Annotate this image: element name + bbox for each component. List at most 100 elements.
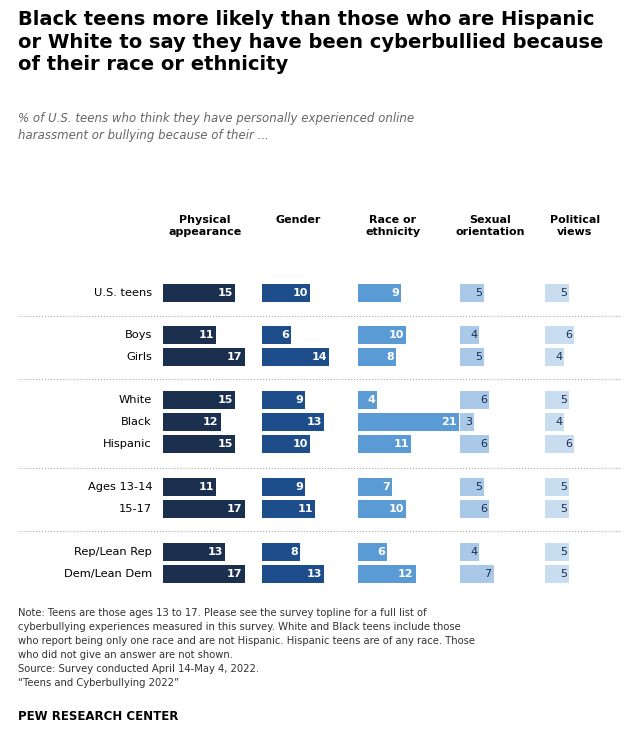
- Bar: [163, 348, 244, 366]
- Text: 6: 6: [480, 504, 487, 514]
- Text: 9: 9: [391, 288, 399, 298]
- Text: Gender: Gender: [275, 215, 321, 225]
- Text: Black teens more likely than those who are Hispanic
or White to say they have be: Black teens more likely than those who a…: [18, 10, 604, 75]
- Text: Note: Teens are those ages 13 to 17. Please see the survey topline for a full li: Note: Teens are those ages 13 to 17. Ple…: [18, 608, 475, 688]
- Text: 11: 11: [198, 482, 214, 492]
- Text: 12: 12: [203, 417, 219, 427]
- Text: 8: 8: [291, 547, 298, 557]
- Text: 13: 13: [208, 547, 223, 557]
- Text: 21: 21: [442, 417, 457, 427]
- Text: 9: 9: [295, 395, 303, 405]
- Bar: [545, 435, 574, 453]
- Text: 15-17: 15-17: [119, 504, 152, 514]
- Bar: [262, 284, 310, 302]
- Text: 6: 6: [564, 330, 572, 340]
- Bar: [163, 391, 235, 409]
- Bar: [358, 326, 406, 344]
- Text: Boys: Boys: [125, 330, 152, 340]
- Text: White: White: [119, 395, 152, 405]
- Text: 4: 4: [470, 330, 477, 340]
- Bar: [358, 348, 396, 366]
- Bar: [460, 435, 489, 453]
- Text: 17: 17: [227, 352, 243, 362]
- Text: 5: 5: [560, 288, 567, 298]
- Bar: [545, 413, 564, 431]
- Bar: [545, 543, 569, 561]
- Text: 10: 10: [292, 439, 308, 449]
- Bar: [262, 543, 300, 561]
- Text: 10: 10: [388, 330, 404, 340]
- Bar: [262, 478, 305, 496]
- Bar: [262, 565, 324, 583]
- Bar: [460, 284, 484, 302]
- Text: 5: 5: [560, 395, 567, 405]
- Text: 12: 12: [398, 569, 413, 579]
- Text: 15: 15: [218, 395, 233, 405]
- Bar: [545, 348, 564, 366]
- Bar: [163, 413, 221, 431]
- Text: 10: 10: [388, 504, 404, 514]
- Text: 11: 11: [198, 330, 214, 340]
- Text: 8: 8: [387, 352, 394, 362]
- Bar: [163, 500, 244, 518]
- Text: 15: 15: [218, 288, 233, 298]
- Bar: [163, 478, 216, 496]
- Text: U.S. teens: U.S. teens: [94, 288, 152, 298]
- Bar: [460, 500, 489, 518]
- Bar: [545, 478, 569, 496]
- Text: % of U.S. teens who think they have personally experienced online
harassment or : % of U.S. teens who think they have pers…: [18, 112, 414, 142]
- Text: Political
views: Political views: [550, 215, 600, 237]
- Text: 7: 7: [382, 482, 390, 492]
- Text: Dem/Lean Dem: Dem/Lean Dem: [64, 569, 152, 579]
- Bar: [358, 284, 401, 302]
- Text: 6: 6: [480, 439, 487, 449]
- Text: Race or
ethnicity: Race or ethnicity: [365, 215, 420, 237]
- Bar: [163, 435, 235, 453]
- Text: 5: 5: [475, 288, 482, 298]
- Text: 6: 6: [377, 547, 385, 557]
- Text: Rep/Lean Rep: Rep/Lean Rep: [74, 547, 152, 557]
- Text: Physical
appearance: Physical appearance: [168, 215, 242, 237]
- Text: 4: 4: [367, 395, 375, 405]
- Text: 15: 15: [218, 439, 233, 449]
- Bar: [358, 565, 415, 583]
- Bar: [460, 391, 489, 409]
- Text: 4: 4: [555, 417, 562, 427]
- Text: 11: 11: [298, 504, 313, 514]
- Bar: [262, 413, 324, 431]
- Text: 5: 5: [475, 482, 482, 492]
- Bar: [460, 543, 479, 561]
- Text: 17: 17: [227, 569, 243, 579]
- Bar: [262, 435, 310, 453]
- Bar: [163, 565, 244, 583]
- Text: 6: 6: [281, 330, 289, 340]
- Text: 5: 5: [560, 504, 567, 514]
- Text: 5: 5: [475, 352, 482, 362]
- Text: 13: 13: [307, 417, 323, 427]
- Text: Ages 13-14: Ages 13-14: [88, 482, 152, 492]
- Bar: [460, 478, 484, 496]
- Text: Black: Black: [121, 417, 152, 427]
- Bar: [163, 326, 216, 344]
- Text: 7: 7: [484, 569, 492, 579]
- Bar: [460, 326, 479, 344]
- Text: 9: 9: [295, 482, 303, 492]
- Bar: [163, 543, 225, 561]
- Text: 6: 6: [480, 395, 487, 405]
- Text: PEW RESEARCH CENTER: PEW RESEARCH CENTER: [18, 710, 179, 723]
- Bar: [460, 348, 484, 366]
- Text: Sexual
orientation: Sexual orientation: [455, 215, 525, 237]
- Bar: [358, 500, 406, 518]
- Bar: [358, 413, 459, 431]
- Bar: [545, 391, 569, 409]
- Bar: [262, 326, 291, 344]
- Text: 6: 6: [564, 439, 572, 449]
- Text: Girls: Girls: [126, 352, 152, 362]
- Text: 17: 17: [227, 504, 243, 514]
- Bar: [545, 284, 569, 302]
- Text: Hispanic: Hispanic: [104, 439, 152, 449]
- Bar: [262, 348, 329, 366]
- Bar: [358, 435, 411, 453]
- Text: 13: 13: [307, 569, 323, 579]
- Bar: [358, 478, 392, 496]
